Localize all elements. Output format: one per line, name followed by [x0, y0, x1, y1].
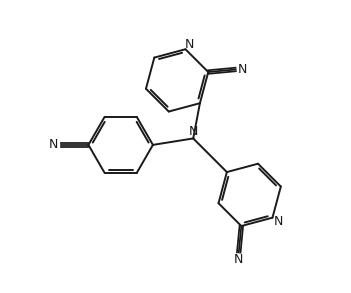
Text: N: N	[238, 63, 247, 76]
Text: N: N	[188, 125, 198, 139]
Text: N: N	[273, 215, 283, 228]
Text: N: N	[49, 138, 58, 151]
Text: N: N	[185, 38, 194, 51]
Text: N: N	[234, 253, 244, 266]
